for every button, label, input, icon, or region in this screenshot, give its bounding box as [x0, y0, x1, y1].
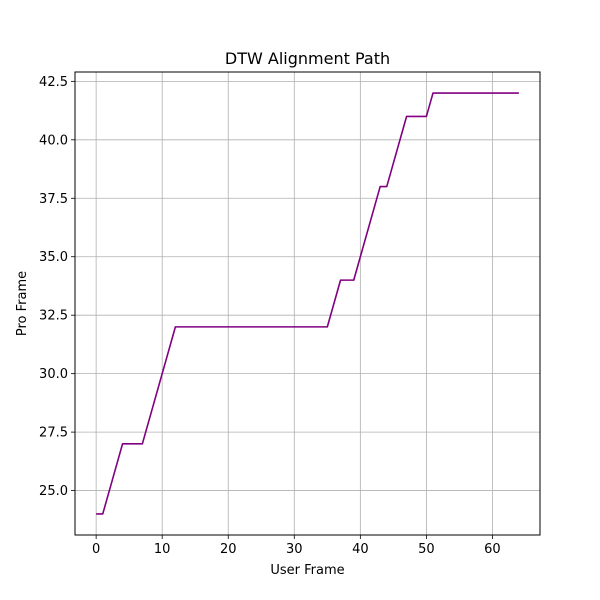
x-axis-label: User Frame	[270, 563, 344, 578]
x-axis-ticks: 0 10 20 30 40 50 60	[92, 535, 501, 557]
y-tick-label: 27.5	[39, 426, 68, 441]
y-tick-label: 42.5	[39, 75, 68, 90]
y-axis-label: Pro Frame	[15, 271, 30, 336]
y-tick-label: 37.5	[39, 192, 68, 207]
x-tick-label: 60	[484, 542, 501, 557]
x-tick-label: 10	[154, 542, 171, 557]
y-tick-label: 25.0	[39, 484, 68, 499]
series-layer	[96, 92, 519, 515]
grid	[75, 72, 540, 535]
y-axis-ticks: 25.0 27.5 30.0 32.5 35.0 37.5 40.0 42.5	[39, 75, 75, 499]
x-tick-label: 50	[418, 542, 435, 557]
plot-frame	[74, 71, 541, 536]
y-tick-label: 35.0	[39, 250, 68, 265]
series-line	[96, 92, 519, 515]
x-tick-label: 40	[352, 542, 369, 557]
y-tick-label: 40.0	[39, 133, 68, 148]
x-tick-label: 30	[286, 542, 303, 557]
x-tick-label: 0	[92, 542, 100, 557]
y-tick-label: 32.5	[39, 309, 68, 324]
chart-title: DTW Alignment Path	[225, 49, 390, 68]
x-tick-label: 20	[220, 542, 237, 557]
y-tick-label: 30.0	[39, 367, 68, 382]
